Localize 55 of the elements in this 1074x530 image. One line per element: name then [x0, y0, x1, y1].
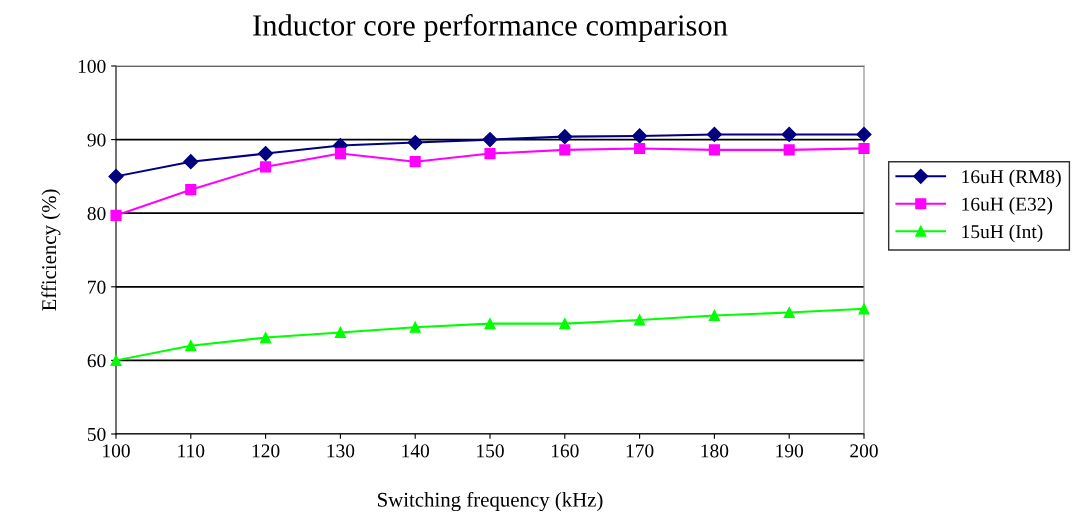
point [185, 340, 197, 352]
chart-title: Inductor core performance comparison [253, 13, 728, 42]
x-tick-label: 160 [551, 444, 579, 458]
x-tick-label: 100 [103, 444, 130, 458]
point [634, 142, 646, 154]
y-tick-label: 70 [88, 280, 106, 294]
x-tick-label: 140 [402, 444, 430, 458]
point [484, 148, 496, 160]
x-tick-label: 120 [252, 444, 280, 458]
point [407, 134, 423, 151]
point [557, 129, 573, 145]
x-tick-label: 150 [477, 444, 504, 458]
point [708, 309, 720, 322]
point [708, 144, 720, 156]
point [334, 148, 346, 160]
x-tick-label: 110 [178, 444, 205, 458]
point [858, 303, 870, 315]
y-axis-title: Efficiency (%) [41, 189, 61, 311]
point [484, 318, 496, 330]
point [858, 142, 870, 154]
x-tick-label: 130 [327, 444, 355, 458]
point [110, 354, 122, 366]
point [409, 321, 421, 333]
point [258, 146, 274, 162]
point [108, 168, 124, 184]
point [781, 126, 797, 143]
x-tick-label: 180 [701, 444, 729, 458]
x-axis-title: Switching frequency (kHz) [378, 491, 603, 512]
point [110, 209, 122, 221]
y-tick-label: 80 [87, 207, 106, 221]
point [409, 156, 421, 168]
x-tick-label: 170 [626, 444, 654, 458]
y-tick-label: 60 [87, 354, 106, 368]
point [634, 314, 646, 326]
point [559, 318, 571, 330]
point [482, 132, 498, 148]
point [260, 332, 272, 344]
legend-label: 16uH (RM8) [962, 169, 1061, 188]
point [334, 326, 346, 338]
x-tick-label: 190 [776, 444, 804, 458]
point [260, 161, 272, 173]
y-tick-label: 100 [78, 59, 106, 73]
legend-label: 15uH (Int) [962, 224, 1043, 243]
x-tick-label: 200 [850, 444, 878, 458]
point [559, 144, 571, 156]
point [706, 126, 722, 143]
point [632, 128, 648, 144]
y-tick-label: 90 [87, 133, 106, 147]
legend-label: 16uH (E32) [962, 197, 1053, 215]
point [185, 184, 197, 196]
point [856, 126, 872, 143]
y-tick-label: 50 [87, 427, 106, 441]
point [183, 154, 199, 170]
point [783, 144, 795, 156]
point [783, 307, 795, 319]
